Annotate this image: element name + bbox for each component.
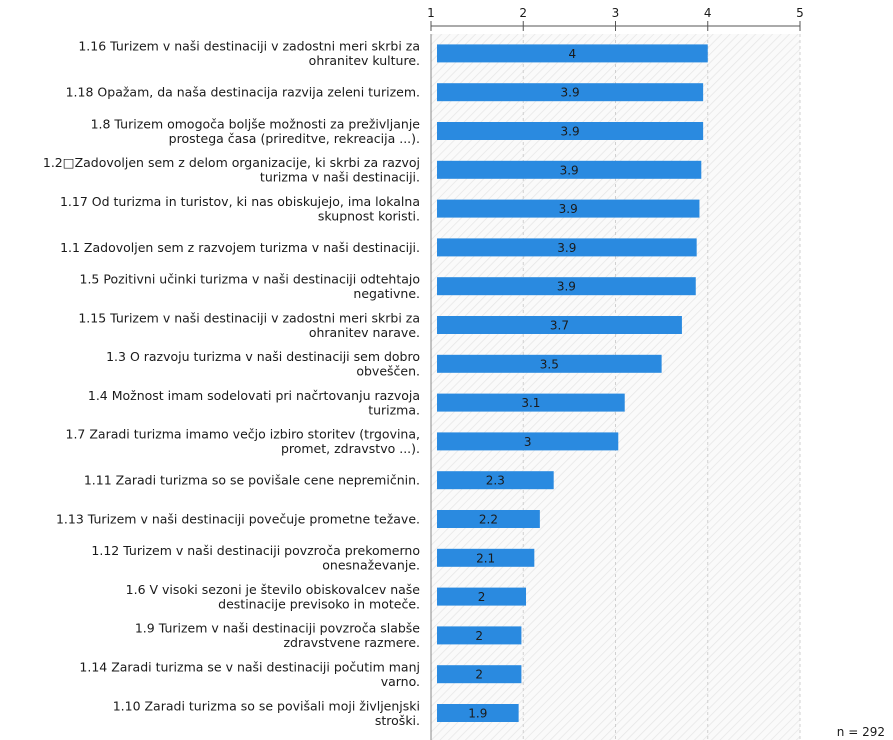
category-label: destinacije previsoko in moteče. — [218, 596, 420, 611]
grid-lines — [430, 34, 801, 740]
bar-value-label: 3 — [524, 435, 532, 449]
bar — [437, 160, 702, 179]
bar-value-label: 3.1 — [521, 396, 540, 410]
x-tick-label: 2 — [519, 6, 527, 20]
x-axis: 1 2 3 4 5 — [427, 6, 804, 31]
category-label: negativne. — [353, 286, 420, 301]
bar — [437, 665, 522, 684]
bar-value-label: 2.2 — [479, 513, 498, 527]
category-label: 1.8 Turizem omogoča boljše možnosti za p… — [91, 116, 421, 131]
category-label: 1.10 Zaradi turizma so se povišali moji … — [113, 698, 420, 713]
category-label: zdravstvene razmere. — [283, 635, 420, 650]
category-label: 1.6 V visoki sezoni je število obiskoval… — [126, 582, 421, 597]
bars: 4 3.9 3.9 3.9 3.9 3.9 3.9 3.7 3.5 3.1 3 2.3 2.2 2.1 2 2… — [437, 44, 708, 722]
bar-value-label: 3.5 — [540, 357, 559, 371]
category-label: 1.18 Opažam, da naša destinacija razvija… — [66, 85, 420, 100]
bar — [437, 83, 704, 102]
sample-size-label: n = 292 — [837, 725, 885, 739]
bar-value-label: 3.9 — [559, 202, 578, 216]
category-label: 1.14 Zaradi turizma se v naši destinacij… — [79, 659, 420, 674]
bar — [437, 199, 700, 218]
category-label: varno. — [381, 674, 420, 689]
bar-value-label: 2.3 — [486, 474, 505, 488]
bar — [437, 316, 682, 334]
bar — [437, 548, 535, 567]
bar-value-label: 3.9 — [561, 86, 580, 100]
bar — [437, 354, 662, 373]
category-label: 1.1 Zadovoljen sem z razvojem turizma v … — [60, 240, 420, 255]
bar-value-label: 3.9 — [557, 241, 576, 255]
bar — [437, 393, 625, 412]
x-tick-label: 5 — [796, 6, 804, 20]
category-label: turizma. — [368, 402, 420, 417]
bar-value-label: 4 — [569, 47, 577, 61]
bar — [437, 471, 554, 490]
bar-value-label: 3.9 — [560, 163, 579, 177]
category-label: promet, zdravstvo ...). — [281, 441, 420, 456]
category-labels: 1.16 Turizem v naši destinaciji v zadost… — [43, 39, 420, 728]
category-label: 1.11 Zaradi turizma so se povišale cene … — [84, 473, 420, 488]
bar-value-label: 2 — [478, 590, 486, 604]
bar-value-label: 3.9 — [557, 280, 576, 294]
bar — [437, 510, 540, 528]
bar-value-label: 2 — [475, 668, 483, 682]
category-label: ohranitev narave. — [309, 325, 420, 340]
category-label: 1.12 Turizem v naši destinaciji povzroča… — [91, 543, 420, 558]
x-tick-label: 3 — [612, 6, 620, 20]
category-label: 1.5 Pozitivni učinki turizma v naši dest… — [80, 271, 421, 286]
category-label: 1.4 Možnost imam sodelovati pri načrtova… — [88, 388, 420, 403]
x-tick-label: 4 — [704, 6, 712, 20]
category-label: prostega časa (prireditve, rekreacija ..… — [169, 131, 420, 146]
bar-value-label: 3.9 — [561, 125, 580, 139]
bar — [437, 704, 519, 722]
category-label: turizma v naši destinaciji. — [260, 170, 420, 185]
category-label: ohranitev kulture. — [309, 53, 420, 68]
category-label: 1.2□Zadovoljen sem z delom organizacije,… — [43, 155, 420, 170]
bar — [437, 277, 696, 296]
bar — [437, 626, 522, 645]
category-label: 1.3 O razvoju turizma v naši destinaciji… — [106, 349, 420, 364]
bar — [437, 587, 527, 606]
category-label: 1.15 Turizem v naši destinaciji v zadost… — [78, 310, 420, 325]
category-label: onesnaževanje. — [322, 558, 420, 573]
x-tick-label: 1 — [427, 6, 435, 20]
category-label: 1.13 Turizem v naši destinaciji povečuje… — [56, 512, 420, 527]
bar-value-label: 2.1 — [476, 551, 495, 565]
category-label: 1.17 Od turizma in turistov, ki nas obis… — [60, 194, 420, 209]
category-label: skupnost koristi. — [318, 208, 420, 223]
bar-value-label: 2 — [475, 629, 483, 643]
bar — [437, 44, 708, 63]
bar — [437, 432, 619, 451]
category-label: 1.7 Zaradi turizma imamo večjo izbiro st… — [66, 427, 421, 442]
bar — [437, 122, 704, 140]
category-label: obveščen. — [356, 364, 420, 379]
category-label: 1.16 Turizem v naši destinaciji v zadost… — [78, 39, 420, 54]
bar — [437, 238, 697, 257]
bar-value-label: 1.9 — [468, 707, 487, 721]
bar-value-label: 3.7 — [550, 319, 569, 333]
category-label: stroški. — [375, 713, 420, 728]
category-label: 1.9 Turizem v naši destinaciji povzroča … — [135, 621, 420, 636]
